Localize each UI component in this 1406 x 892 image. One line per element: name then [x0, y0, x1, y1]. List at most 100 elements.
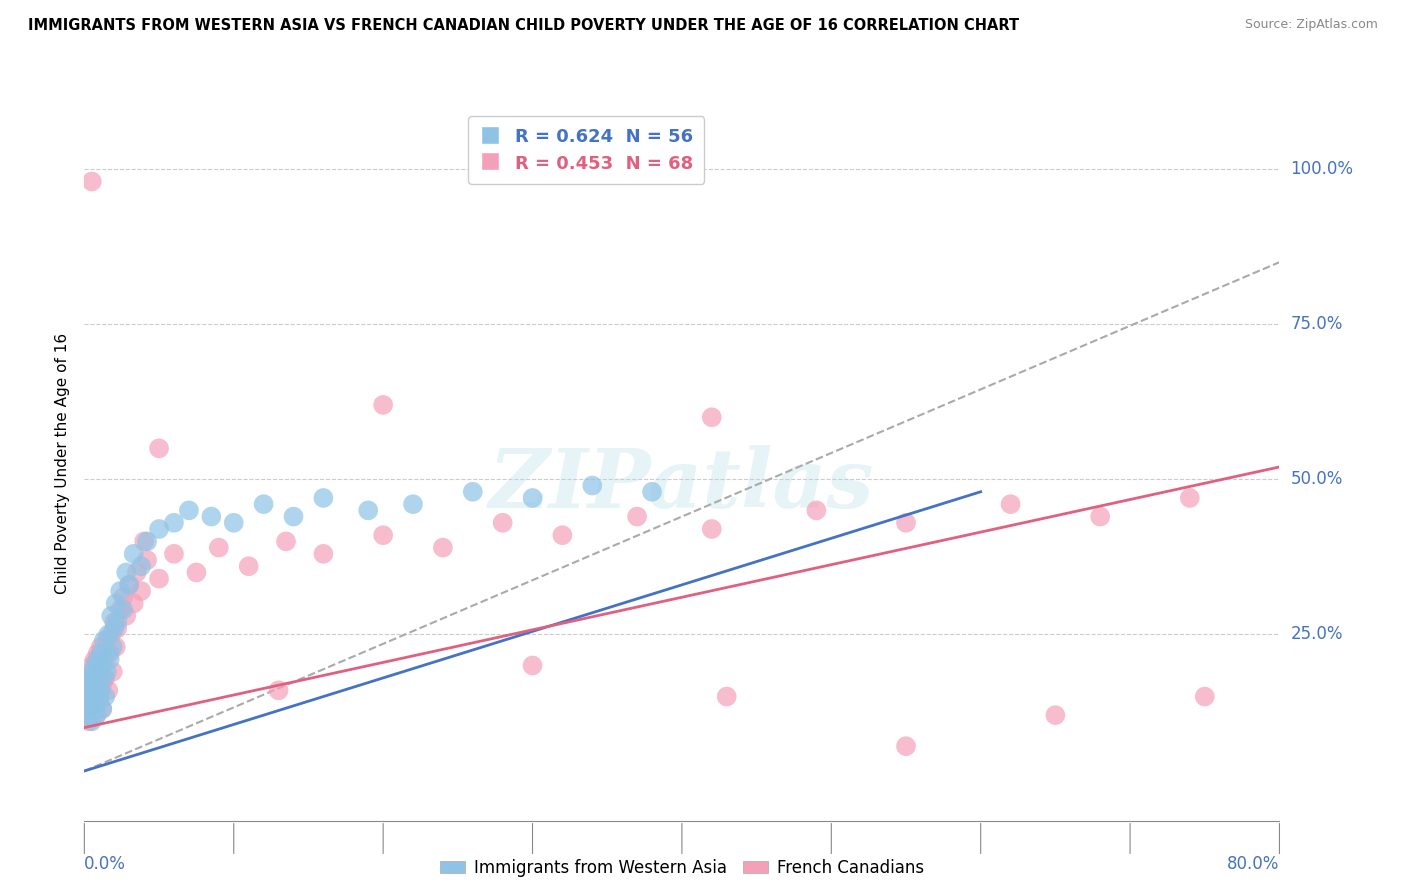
Point	[101, 665, 124, 679]
Point	[83, 690, 105, 704]
Point	[83, 658, 105, 673]
Point	[96, 646, 118, 660]
Point	[104, 640, 127, 654]
Point	[91, 702, 114, 716]
Point	[112, 602, 135, 616]
Point	[122, 547, 145, 561]
Point	[93, 671, 115, 685]
Point	[894, 516, 917, 530]
Point	[79, 696, 101, 710]
Point	[90, 683, 112, 698]
Point	[89, 658, 111, 673]
Point	[93, 633, 115, 648]
Point	[148, 572, 170, 586]
Point	[163, 516, 186, 530]
Point	[1088, 509, 1111, 524]
Point	[115, 608, 138, 623]
Point	[91, 658, 114, 673]
Point	[806, 503, 828, 517]
Point	[89, 696, 111, 710]
Text: 80.0%: 80.0%	[1227, 855, 1279, 873]
Point	[76, 702, 98, 716]
Point	[105, 621, 128, 635]
Point	[110, 584, 132, 599]
Text: 75.0%: 75.0%	[1291, 315, 1343, 334]
Point	[238, 559, 260, 574]
Point	[101, 640, 124, 654]
Point	[86, 708, 108, 723]
Point	[76, 708, 98, 723]
Point	[402, 497, 425, 511]
Point	[82, 702, 104, 716]
Y-axis label: Child Poverty Under the Age of 16: Child Poverty Under the Age of 16	[55, 334, 70, 594]
Point	[118, 578, 141, 592]
Point	[357, 503, 380, 517]
Point	[371, 398, 394, 412]
Point	[148, 442, 170, 456]
Point	[312, 491, 335, 505]
Point	[94, 671, 117, 685]
Point	[90, 640, 112, 654]
Point	[97, 683, 120, 698]
Point	[312, 547, 335, 561]
Point	[129, 559, 152, 574]
Point	[118, 578, 141, 592]
Point	[77, 708, 100, 723]
Point	[283, 509, 305, 524]
Point	[96, 633, 118, 648]
Point	[492, 516, 515, 530]
Point	[125, 566, 148, 580]
Point	[82, 671, 104, 685]
Point	[148, 522, 170, 536]
Point	[87, 665, 110, 679]
Point	[371, 528, 394, 542]
Point	[103, 615, 125, 629]
Point	[522, 491, 544, 505]
Point	[82, 677, 104, 691]
Point	[186, 566, 208, 580]
Point	[93, 652, 115, 666]
Point	[1178, 491, 1201, 505]
Point	[103, 621, 125, 635]
Point	[274, 534, 297, 549]
Point	[89, 665, 111, 679]
Point	[79, 683, 101, 698]
Point	[83, 652, 105, 666]
Point	[79, 702, 101, 716]
Legend: Immigrants from Western Asia, French Canadians: Immigrants from Western Asia, French Can…	[433, 853, 931, 884]
Point	[75, 696, 97, 710]
Point	[86, 708, 108, 723]
Point	[98, 646, 121, 660]
Point	[253, 497, 276, 511]
Point	[100, 627, 122, 641]
Point	[96, 665, 118, 679]
Point	[77, 677, 100, 691]
Point	[222, 516, 245, 530]
Text: Source: ZipAtlas.com: Source: ZipAtlas.com	[1244, 18, 1378, 31]
Point	[700, 522, 723, 536]
Point	[132, 534, 156, 549]
Point	[79, 683, 101, 698]
Point	[83, 696, 105, 710]
Point	[136, 553, 159, 567]
Point	[97, 627, 120, 641]
Point	[80, 690, 103, 704]
Point	[716, 690, 738, 704]
Point	[100, 608, 122, 623]
Point	[1045, 708, 1067, 723]
Point	[91, 677, 114, 691]
Text: 50.0%: 50.0%	[1291, 470, 1343, 488]
Point	[163, 547, 186, 561]
Point	[89, 690, 111, 704]
Point	[77, 714, 100, 729]
Point	[86, 683, 108, 698]
Point	[80, 658, 103, 673]
Point	[87, 652, 110, 666]
Point	[208, 541, 231, 555]
Point	[87, 646, 110, 660]
Point	[177, 503, 200, 517]
Point	[522, 658, 544, 673]
Point	[200, 509, 222, 524]
Point	[581, 478, 603, 492]
Text: 100.0%: 100.0%	[1291, 160, 1354, 178]
